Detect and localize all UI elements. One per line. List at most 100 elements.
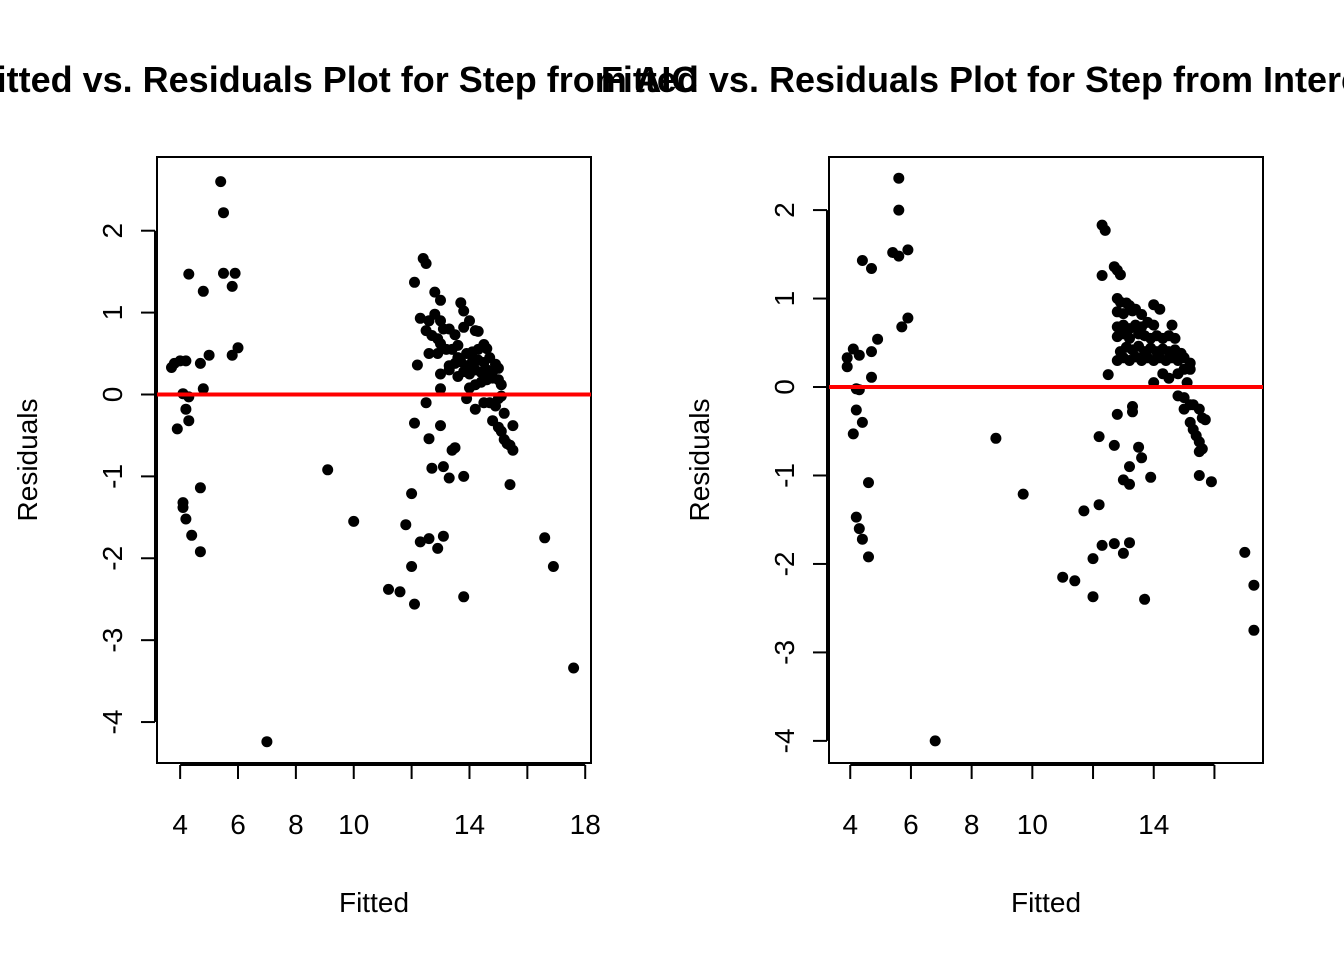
right-scatter-points <box>841 172 1260 747</box>
data-point <box>856 255 868 266</box>
data-point <box>414 536 426 548</box>
data-point <box>896 321 908 333</box>
data-point <box>1139 593 1151 605</box>
right-x-axis-label: Fitted <box>1011 887 1081 918</box>
data-point <box>1163 372 1175 384</box>
y-tick-label: 1 <box>97 305 128 321</box>
data-point <box>841 361 853 373</box>
data-point <box>872 333 884 345</box>
right-plot-title: Fitted vs. Residuals Plot for Step from … <box>601 59 1344 100</box>
data-point <box>435 383 446 395</box>
data-point <box>183 268 195 280</box>
data-point <box>411 359 423 371</box>
y-tick-label: -2 <box>769 551 800 576</box>
x-tick-label: 8 <box>964 809 980 840</box>
data-point <box>1117 474 1129 486</box>
data-point <box>1205 476 1217 488</box>
data-point <box>1133 441 1145 453</box>
data-point <box>426 462 438 474</box>
data-point <box>232 342 244 354</box>
y-tick-label: -1 <box>97 464 128 489</box>
x-tick-label: 14 <box>454 809 485 840</box>
data-point <box>406 488 418 500</box>
right-y-axis: -4 -3 -2 -1 0 1 2 <box>769 202 828 753</box>
x-tick-label: 18 <box>570 809 601 840</box>
data-point <box>863 551 874 563</box>
data-point <box>203 349 215 361</box>
data-point <box>435 294 446 306</box>
data-point <box>1057 571 1069 583</box>
data-point <box>435 368 446 380</box>
data-point <box>1087 591 1099 603</box>
y-tick-label: -2 <box>97 546 128 571</box>
data-point <box>990 432 1002 444</box>
x-tick-label: 4 <box>172 809 188 840</box>
data-point <box>458 305 470 317</box>
data-point <box>194 357 206 369</box>
data-point <box>197 285 209 297</box>
data-point <box>472 325 484 337</box>
data-point <box>186 529 198 541</box>
x-tick-label: 4 <box>842 809 858 840</box>
right-y-axis-label: Residuals <box>684 399 715 522</box>
data-point <box>1096 539 1108 551</box>
data-point <box>429 286 441 298</box>
x-tick-label: 6 <box>230 809 246 840</box>
data-point <box>853 349 865 361</box>
y-tick-label: 1 <box>769 291 800 307</box>
data-point <box>218 207 229 219</box>
data-point <box>1017 488 1029 500</box>
data-point <box>423 433 435 445</box>
data-point <box>1199 414 1211 426</box>
data-point <box>1178 403 1190 415</box>
data-point <box>568 662 580 674</box>
data-point <box>1127 305 1138 317</box>
y-tick-label: 0 <box>97 387 128 403</box>
y-tick-label: -3 <box>97 628 128 653</box>
data-point <box>481 343 493 355</box>
data-point <box>866 371 877 383</box>
data-point <box>1114 269 1126 281</box>
data-point <box>1124 537 1135 549</box>
x-tick-label: 6 <box>903 809 919 840</box>
data-point <box>1184 363 1196 375</box>
data-point <box>853 523 865 535</box>
y-tick-label: -3 <box>769 640 800 665</box>
right-x-axis: 4 6 8 10 14 <box>842 764 1216 840</box>
data-point <box>218 267 229 279</box>
y-tick-label: -4 <box>769 728 800 753</box>
data-point <box>1117 308 1129 320</box>
data-point <box>409 276 420 288</box>
data-point <box>1127 406 1138 418</box>
data-point <box>856 416 868 428</box>
data-point <box>180 355 192 367</box>
data-point <box>866 263 877 274</box>
data-point <box>1108 439 1120 451</box>
data-point <box>847 428 859 440</box>
data-point <box>409 417 420 429</box>
data-point <box>1136 309 1148 320</box>
data-point <box>437 461 449 473</box>
data-point <box>866 346 877 358</box>
data-point <box>183 415 195 427</box>
y-tick-label: 2 <box>97 223 128 239</box>
data-point <box>863 477 874 489</box>
data-point <box>1093 499 1105 511</box>
left-y-axis-label: Residuals <box>12 399 43 522</box>
data-point <box>1145 471 1157 483</box>
data-point <box>423 533 435 545</box>
y-tick-label: 2 <box>769 202 800 218</box>
data-point <box>1124 461 1135 473</box>
data-point <box>893 172 905 184</box>
data-point <box>1111 408 1123 420</box>
data-point <box>1239 546 1251 558</box>
data-point <box>1169 332 1181 344</box>
data-point <box>902 312 914 324</box>
data-point <box>409 598 420 610</box>
data-point <box>180 403 192 415</box>
x-tick-label: 10 <box>338 809 369 840</box>
y-tick-label: 0 <box>769 379 800 395</box>
left-x-axis: 4 6 8 10 14 18 <box>172 764 601 840</box>
data-point <box>504 479 516 491</box>
data-point <box>856 533 868 545</box>
